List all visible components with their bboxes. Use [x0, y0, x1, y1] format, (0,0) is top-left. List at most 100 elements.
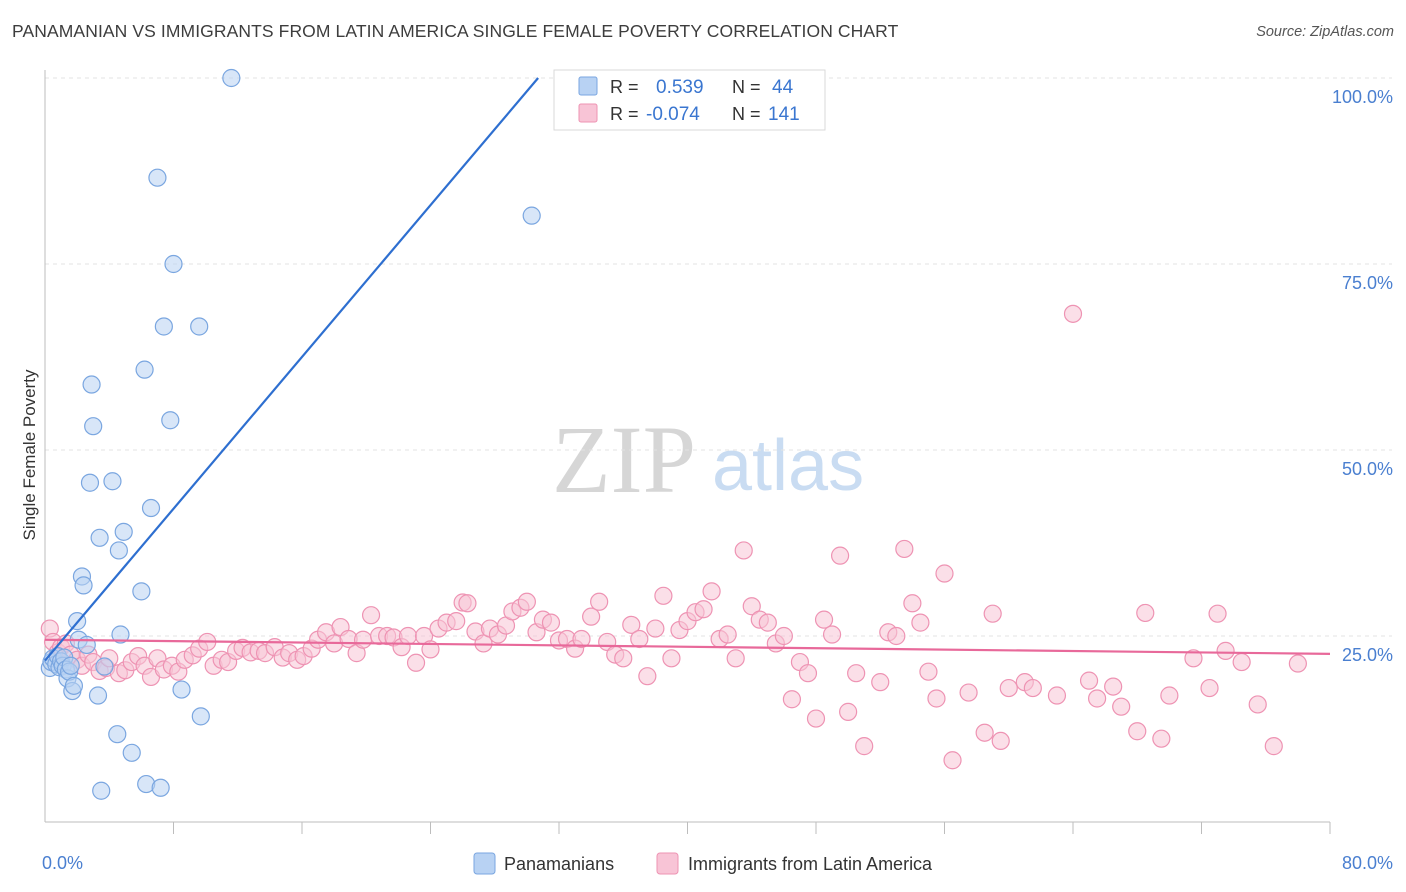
panamanians-point-19 — [77, 635, 96, 655]
immigrants-point-120 — [935, 564, 954, 583]
legend-r-value-2: -0.074 — [646, 104, 700, 125]
immigrants-point-129 — [1047, 686, 1067, 705]
immigrants-point-69 — [517, 592, 536, 611]
y-tick-labels: 25.0% 50.0% 75.0% 100.0% — [1332, 87, 1393, 665]
immigrants-point-140 — [1200, 678, 1219, 698]
legend-pink-swatch — [578, 103, 598, 123]
immigrants-point-109 — [839, 702, 858, 721]
immigrants-point-53 — [398, 626, 418, 646]
y-tick-label-3: 100.0% — [1332, 87, 1393, 107]
chart-title: PANAMANIAN VS IMMIGRANTS FROM LATIN AMER… — [12, 21, 899, 41]
panamanians-point-27 — [103, 472, 122, 491]
panamanians-point-31 — [114, 522, 133, 541]
stats-legend: R = 0.539 N = 44 R = -0.074 N = 141 — [553, 69, 826, 131]
legend-blue-swatch — [578, 76, 598, 96]
immigrants-point-143 — [1232, 652, 1251, 672]
panamanians-point-40 — [161, 411, 180, 430]
immigrants-point-136 — [1136, 603, 1155, 623]
panamanians-point-45 — [222, 68, 241, 88]
watermark-zip: ZIP — [552, 406, 696, 513]
panamanians-point-44 — [191, 707, 210, 726]
legend-n-value-1: 44 — [772, 77, 794, 98]
panamanians-point-25 — [92, 781, 111, 800]
y-tick-label-1: 50.0% — [1342, 459, 1393, 479]
bottom-legend-immigrants: Immigrants from Latin America — [688, 854, 933, 874]
immigrants-point-132 — [1087, 689, 1107, 708]
panamanians-point-20 — [80, 473, 100, 492]
immigrants-point-139 — [1184, 649, 1203, 668]
panamanians-point-18 — [74, 576, 93, 595]
immigrants-point-72 — [541, 613, 561, 632]
legend-n-label-2: N = — [732, 104, 761, 124]
panamanians-point-26 — [95, 657, 114, 676]
panamanians-point-33 — [132, 582, 151, 601]
panamanians-point-32 — [122, 743, 141, 762]
immigrants-point-77 — [582, 607, 601, 626]
immigrants-point-133 — [1104, 677, 1123, 696]
panamanians-point-36 — [141, 498, 161, 518]
immigrants-point-91 — [694, 600, 713, 619]
bottom-legend-pink-swatch — [656, 852, 679, 875]
immigrants-point-82 — [622, 615, 641, 634]
immigrants-point-145 — [1264, 737, 1283, 756]
immigrants-point-110 — [847, 664, 866, 683]
immigrants-point-118 — [919, 662, 938, 681]
trend-lines — [44, 77, 1331, 662]
immigrants-point-47 — [353, 630, 373, 649]
gridlines — [45, 77, 1392, 637]
immigrants-point-56 — [421, 640, 440, 659]
panamanians-point-46 — [522, 206, 541, 225]
immigrants-point-54 — [406, 653, 426, 672]
immigrants-point-128 — [1023, 678, 1042, 698]
immigrants-point-126 — [999, 678, 1018, 698]
immigrants-point-106 — [814, 610, 834, 629]
panamanians-point-29 — [109, 541, 128, 560]
immigrants-point-101 — [774, 626, 793, 646]
immigrants-point-137 — [1152, 729, 1171, 748]
stats-legend-box — [553, 69, 826, 131]
y-tick-label-0: 25.0% — [1342, 645, 1393, 665]
legend-r-value-1: 0.539 — [656, 77, 704, 98]
immigrants-point-111 — [855, 737, 874, 756]
panamanians-point-38 — [151, 778, 170, 797]
immigrants-point-105 — [806, 709, 826, 728]
legend-n-label-1: N = — [732, 77, 761, 97]
immigrants-point-134 — [1112, 697, 1131, 716]
panamanians-point-41 — [164, 254, 183, 274]
immigrants-point-48 — [361, 606, 381, 625]
watermark-atlas: atlas — [712, 426, 864, 506]
source-credit: Source: ZipAtlas.com — [1256, 24, 1394, 40]
immigrants-point-108 — [830, 546, 850, 565]
panamanians-point-21 — [82, 375, 101, 394]
immigrants-point-123 — [975, 723, 994, 742]
panamanians-point-22 — [84, 417, 103, 436]
series-panamanians-points — [40, 68, 541, 800]
immigrants-point-135 — [1128, 722, 1147, 741]
legend-r-label-2: R = — [610, 104, 639, 124]
immigrants-point-117 — [911, 613, 930, 632]
immigrants-point-121 — [943, 751, 962, 770]
x-tick-label-min: 0.0% — [42, 853, 83, 873]
immigrants-point-84 — [638, 667, 657, 686]
panamanians-point-12 — [61, 656, 80, 675]
immigrants-point-122 — [959, 683, 978, 702]
immigrants-point-124 — [983, 604, 1002, 623]
immigrants-point-114 — [887, 626, 906, 646]
immigrants-point-97 — [742, 597, 761, 616]
immigrants-point-59 — [447, 612, 466, 631]
legend-n-value-2: 141 — [768, 104, 800, 125]
immigrants-point-112 — [871, 673, 890, 692]
panamanians-point-23 — [88, 686, 108, 705]
immigrants-point-142 — [1216, 641, 1235, 660]
immigrants-point-116 — [903, 594, 922, 613]
immigrants-point-85 — [646, 619, 665, 638]
immigrants-point-87 — [662, 649, 681, 668]
bottom-legend-blue-swatch — [473, 852, 496, 875]
immigrants-point-144 — [1248, 695, 1267, 714]
series-legend: Panamanians Immigrants from Latin Americ… — [473, 852, 933, 875]
panamanians-point-42 — [172, 680, 191, 699]
y-axis-label: Single Female Poverty — [20, 369, 39, 541]
immigrants-point-81 — [614, 649, 633, 668]
immigrants-point-130 — [1063, 304, 1083, 323]
